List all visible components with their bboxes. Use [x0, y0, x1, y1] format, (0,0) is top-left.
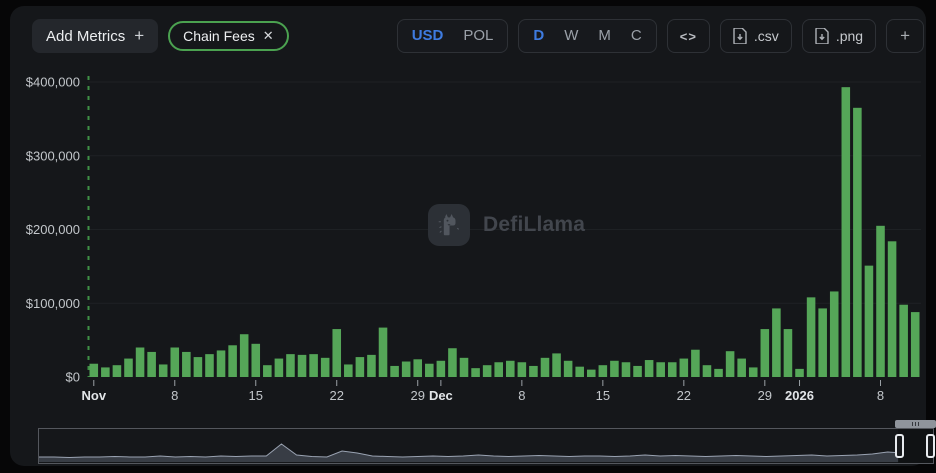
svg-text:$300,000: $300,000	[26, 148, 80, 163]
interval-option-monthly[interactable]: M	[598, 27, 611, 44]
chart-card: Add Metrics + Chain Fees ✕ USD POL D W M…	[10, 6, 936, 466]
fees-bar-chart[interactable]: $0 $100,000 $200,000 $300,000 $400,000 Nov 8 15…	[0, 52, 936, 412]
plus-icon: +	[900, 26, 910, 45]
svg-text:$0: $0	[66, 370, 80, 385]
svg-text:29: 29	[758, 388, 772, 403]
code-brackets-icon: <>	[679, 28, 697, 44]
brush-left-handle-icon[interactable]	[895, 434, 905, 458]
metric-chip-label: Chain Fees	[183, 28, 255, 44]
add-panel-button[interactable]: +	[886, 19, 924, 53]
svg-text:Dec: Dec	[429, 388, 453, 403]
svg-text:8: 8	[518, 388, 525, 403]
brush-move-handle[interactable]	[895, 420, 936, 428]
file-download-icon	[733, 28, 747, 44]
brush-right-handle-icon[interactable]	[926, 434, 936, 458]
currency-toggle: USD POL	[396, 19, 509, 53]
download-csv-button[interactable]: .csv	[719, 19, 792, 53]
close-icon[interactable]: ✕	[262, 28, 274, 43]
time-range-brush[interactable]	[38, 420, 936, 464]
add-metrics-button[interactable]: Add Metrics +	[32, 19, 159, 53]
currency-option-pol[interactable]: POL	[463, 27, 494, 44]
svg-text:15: 15	[596, 388, 610, 403]
interval-option-cumulative[interactable]: C	[630, 27, 642, 44]
toolbar-right: USD POL D W M C <> .csv	[396, 19, 924, 53]
interval-option-daily[interactable]: D	[533, 27, 545, 44]
toolbar-left: Add Metrics + Chain Fees ✕	[32, 19, 289, 53]
svg-text:$200,000: $200,000	[26, 222, 80, 237]
plus-icon: +	[134, 26, 145, 45]
interval-option-weekly[interactable]: W	[564, 27, 579, 44]
currency-option-usd[interactable]: USD	[411, 27, 444, 44]
metric-chip-chain-fees[interactable]: Chain Fees ✕	[168, 21, 289, 51]
svg-text:$100,000: $100,000	[26, 296, 80, 311]
toolbar: Add Metrics + Chain Fees ✕ USD POL D W M…	[32, 19, 924, 53]
svg-text:29: 29	[410, 388, 424, 403]
download-png-button[interactable]: .png	[801, 19, 877, 53]
svg-text:22: 22	[330, 388, 344, 403]
svg-text:8: 8	[171, 388, 178, 403]
svg-text:22: 22	[677, 388, 691, 403]
svg-text:8: 8	[877, 388, 884, 403]
embed-code-button[interactable]: <>	[666, 19, 710, 53]
add-metrics-label: Add Metrics	[46, 27, 126, 45]
svg-text:Nov: Nov	[82, 388, 107, 403]
file-download-icon	[815, 28, 829, 44]
brush-sparkline	[39, 429, 933, 463]
svg-text:2026: 2026	[785, 388, 814, 403]
csv-label: .csv	[753, 28, 779, 44]
interval-toggle: D W M C	[518, 19, 657, 53]
svg-text:$400,000: $400,000	[26, 75, 80, 90]
svg-text:15: 15	[249, 388, 263, 403]
png-label: .png	[835, 28, 864, 44]
